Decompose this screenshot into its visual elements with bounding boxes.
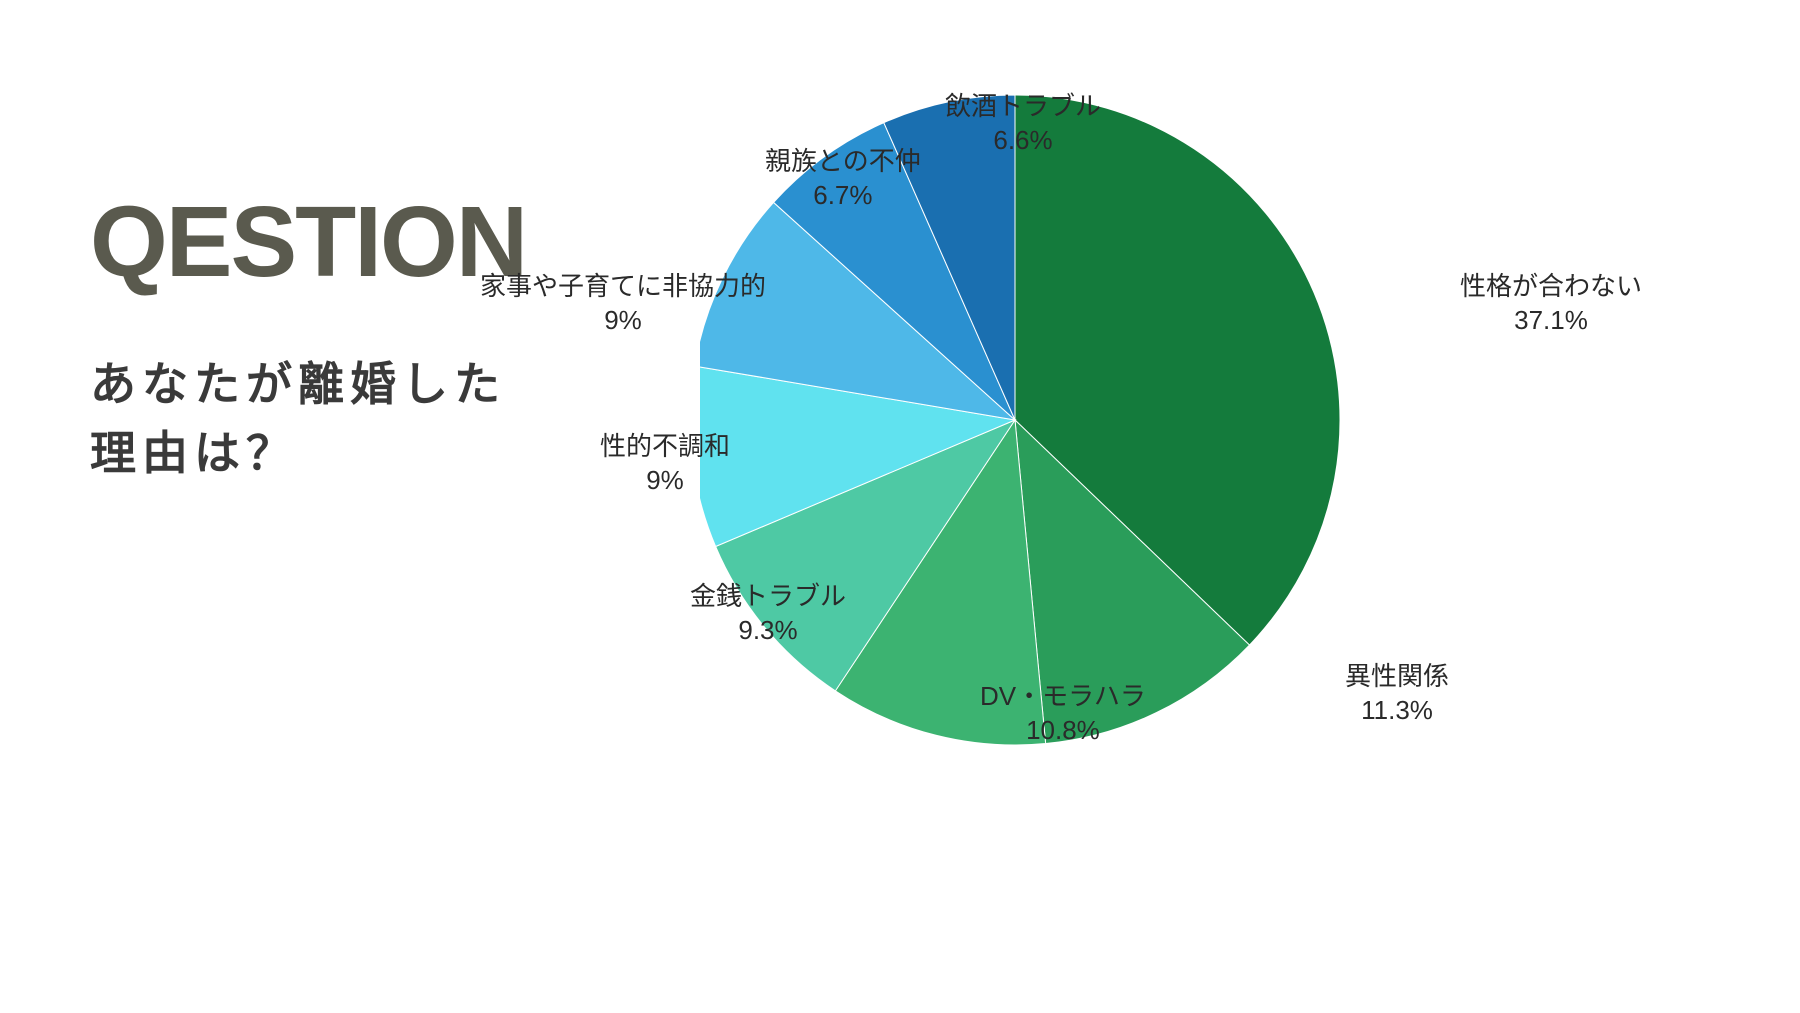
slice-label: 性的不調和9% — [600, 430, 730, 498]
slice-label-percent: 9% — [480, 304, 766, 338]
question-subtitle: あなたが離婚した 理由は？ — [90, 350, 506, 488]
slice-label-name: 家事や子育てに非協力的 — [480, 270, 766, 304]
slice-label-name: 性格が合わない — [1460, 270, 1642, 304]
slice-label-percent: 37.1% — [1460, 304, 1642, 338]
slice-label-name: 親族との不仲 — [765, 145, 921, 179]
page-title: QESTION — [90, 185, 526, 300]
slice-label: DV・モラハラ10.8% — [980, 680, 1146, 748]
slice-label-percent: 6.7% — [765, 179, 921, 213]
pie-chart: 性格が合わない37.1%異性関係11.3%DV・モラハラ10.8%金銭トラブル9… — [700, 80, 1550, 930]
slice-label: 性格が合わない37.1% — [1460, 270, 1642, 338]
slice-label-name: DV・モラハラ — [980, 680, 1146, 714]
slice-label-name: 金銭トラブル — [690, 580, 846, 614]
slice-label: 家事や子育てに非協力的9% — [480, 270, 766, 338]
slice-label: 金銭トラブル9.3% — [690, 580, 846, 648]
slice-label: 異性関係11.3% — [1345, 660, 1449, 728]
subtitle-line2: 理由は？ — [90, 427, 298, 479]
slice-label-name: 異性関係 — [1345, 660, 1449, 694]
slice-label-percent: 11.3% — [1345, 694, 1449, 728]
subtitle-line1: あなたが離婚した — [90, 358, 506, 410]
slice-label-name: 飲酒トラブル — [945, 90, 1101, 124]
slice-label-percent: 6.6% — [945, 124, 1101, 158]
slice-label-percent: 10.8% — [980, 714, 1146, 748]
slice-label-percent: 9.3% — [690, 614, 846, 648]
slice-label: 親族との不仲6.7% — [765, 145, 921, 213]
slice-label: 飲酒トラブル6.6% — [945, 90, 1101, 158]
slice-label-percent: 9% — [600, 464, 730, 498]
slice-label-name: 性的不調和 — [600, 430, 730, 464]
